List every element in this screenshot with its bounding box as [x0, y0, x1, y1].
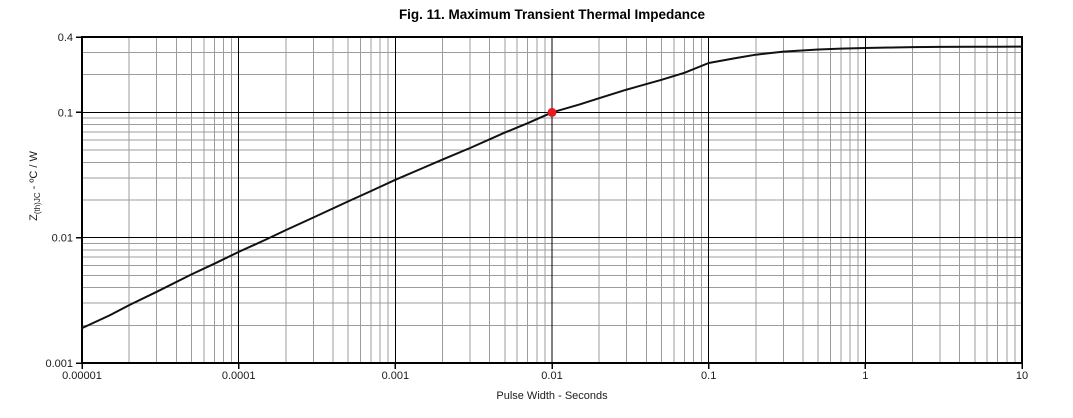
y-tick-label: 0.01	[52, 233, 73, 245]
x-tick-label: 0.1	[701, 370, 716, 382]
reference-point-marker	[547, 107, 557, 117]
x-tick-label: 1	[862, 370, 868, 382]
y-tick-label: 0.1	[58, 107, 73, 119]
x-tick-label: 0.01	[541, 370, 562, 382]
y-tick-label: 0.4	[58, 32, 73, 44]
x-tick-label: 0.00001	[62, 370, 102, 382]
chart-title: Fig. 11. Maximum Transient Thermal Imped…	[398, 7, 706, 22]
x-axis-title: Pulse Width - Seconds	[496, 390, 608, 402]
x-tick-label: 10	[1016, 370, 1028, 382]
x-tick-label: 0.0001	[222, 370, 256, 382]
y-tick-label: 0.001	[45, 358, 73, 370]
x-tick-label: 0.001	[382, 370, 410, 382]
